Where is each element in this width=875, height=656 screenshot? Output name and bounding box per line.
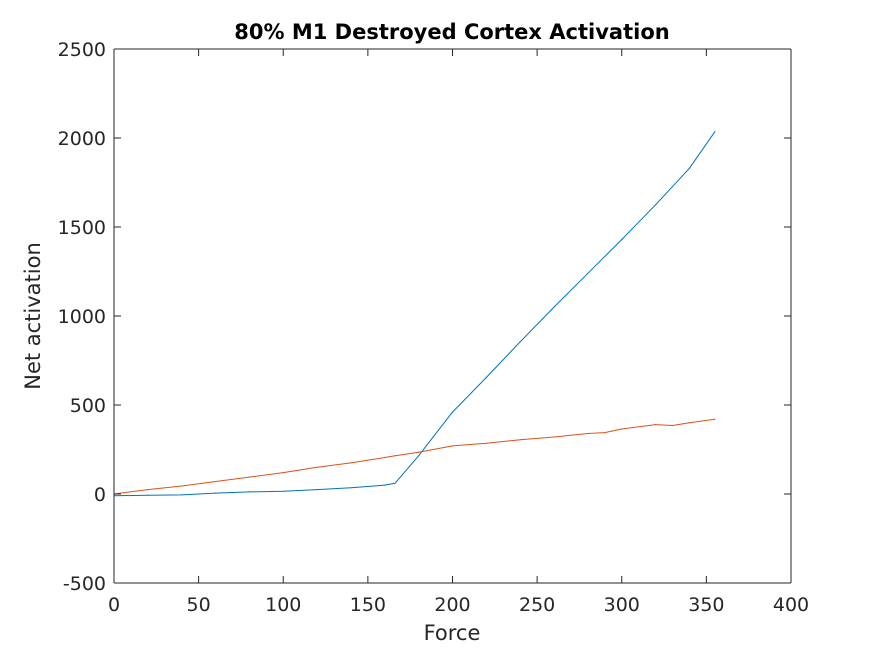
series-2-point bbox=[147, 489, 149, 491]
series-2-point bbox=[519, 439, 521, 441]
series-1-point bbox=[485, 376, 487, 378]
series-1-point bbox=[316, 489, 318, 491]
series-2-point bbox=[688, 422, 691, 424]
y-axis-label: Net activation bbox=[21, 242, 45, 390]
series-2-point bbox=[587, 432, 589, 435]
y-tick-label: -500 bbox=[63, 573, 106, 595]
series-1-point bbox=[418, 455, 420, 457]
x-tick-label: 0 bbox=[108, 594, 120, 616]
series-1-point bbox=[688, 167, 691, 169]
tick-layer: 0 50 100 150 200 250 300 350 400-500050010001500… bbox=[58, 39, 809, 616]
series-1-point bbox=[147, 494, 149, 496]
y-tick-label: 1000 bbox=[58, 306, 106, 328]
series-2-point bbox=[671, 424, 674, 427]
series-2-point bbox=[248, 476, 250, 478]
series-1-point bbox=[621, 238, 623, 241]
x-tick-label: 300 bbox=[604, 594, 640, 616]
series-layer bbox=[113, 131, 716, 497]
y-tick-label: 2500 bbox=[58, 39, 106, 61]
series-1-point bbox=[714, 131, 716, 133]
y-tick-label: 1500 bbox=[58, 217, 106, 239]
x-tick-label: 100 bbox=[265, 594, 301, 616]
series-2-point bbox=[451, 445, 454, 447]
series-1-point bbox=[553, 306, 555, 308]
series-2-point bbox=[553, 436, 555, 438]
series-1-point bbox=[350, 487, 352, 489]
y-tick-label: 2000 bbox=[58, 128, 106, 150]
series-2-point bbox=[394, 455, 396, 457]
series-2-point bbox=[655, 424, 657, 426]
series-1-point bbox=[248, 491, 250, 493]
series-2-point bbox=[350, 462, 352, 464]
series-1-point bbox=[655, 204, 657, 206]
x-tick-label: 350 bbox=[688, 594, 724, 616]
series-2-point bbox=[384, 456, 386, 459]
series-1-point bbox=[519, 341, 521, 343]
series-1-point bbox=[215, 492, 217, 494]
series-2-point bbox=[714, 418, 716, 420]
x-tick-label: 50 bbox=[187, 594, 211, 616]
y-tick-label: 500 bbox=[70, 395, 106, 417]
series-2-point bbox=[282, 472, 284, 474]
plot-area bbox=[114, 49, 791, 583]
series-1-point bbox=[394, 482, 396, 484]
y-tick-label: 0 bbox=[94, 484, 106, 506]
series-1-point bbox=[451, 411, 454, 413]
series-2-point bbox=[485, 442, 487, 444]
series-1-point bbox=[384, 484, 386, 486]
series-2-point bbox=[418, 451, 420, 453]
series-1-point bbox=[181, 494, 183, 496]
series-2-point bbox=[215, 480, 217, 483]
x-tick-label: 250 bbox=[519, 594, 555, 616]
series-2-point bbox=[604, 432, 606, 434]
series-1-point bbox=[587, 272, 589, 274]
series-2-point bbox=[181, 485, 183, 487]
x-tick-label: 400 bbox=[773, 594, 809, 616]
series-1-line bbox=[113, 131, 716, 497]
series-1-point bbox=[282, 490, 284, 492]
series-2-point bbox=[621, 428, 623, 430]
x-tick-label: 200 bbox=[434, 594, 470, 616]
series-2-point bbox=[316, 466, 318, 468]
x-tick-label: 150 bbox=[350, 594, 386, 616]
x-axis-label: Force bbox=[424, 621, 481, 645]
chart-title: 80% M1 Destroyed Cortex Activation bbox=[234, 20, 669, 44]
series-2-line bbox=[113, 418, 715, 495]
